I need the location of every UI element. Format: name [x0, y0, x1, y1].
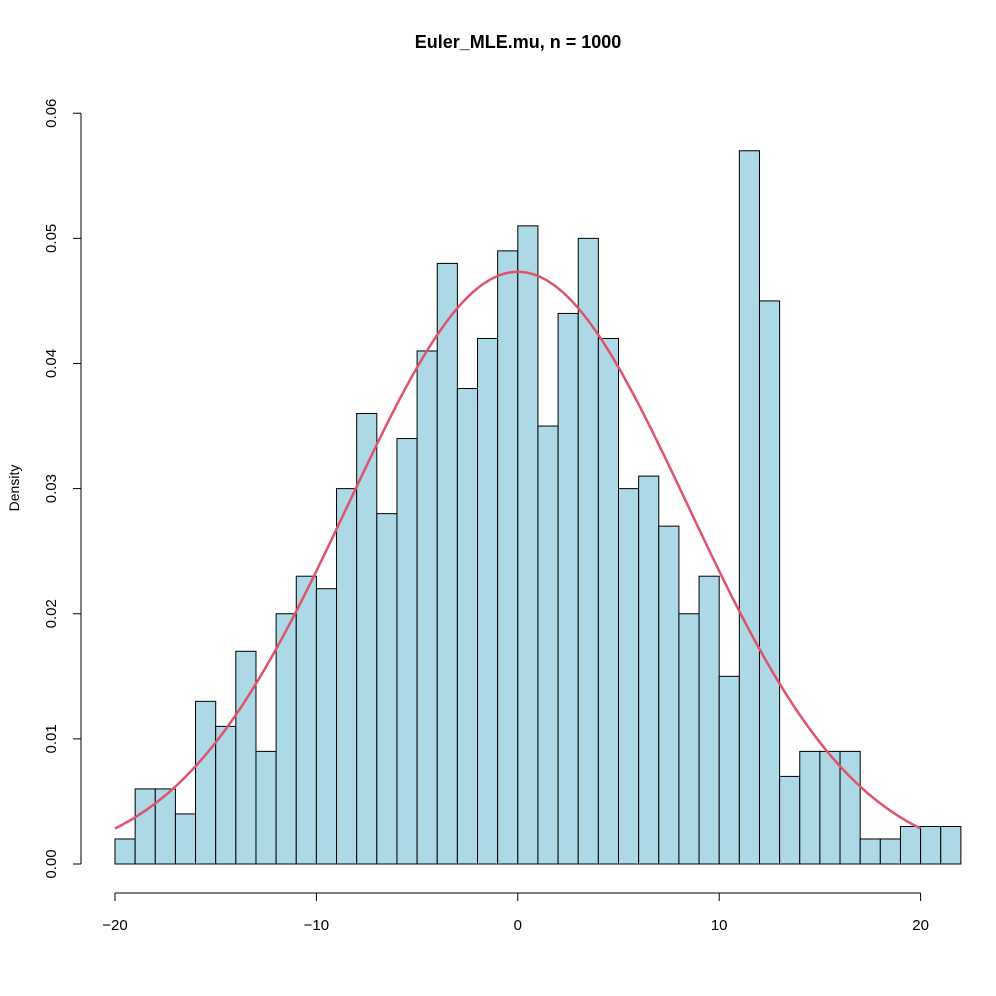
- x-tick-label: 20: [912, 917, 929, 934]
- histogram-bar: [638, 475, 660, 865]
- histogram-bar: [718, 675, 740, 865]
- histogram-bar: [537, 425, 559, 865]
- histogram-bar: [839, 750, 861, 865]
- histogram-bar: [134, 788, 156, 865]
- histogram-bar: [275, 613, 297, 865]
- histogram-bar: [819, 750, 841, 865]
- x-tick-label: −20: [102, 917, 127, 934]
- histogram-bar: [315, 588, 338, 865]
- histogram-bar: [738, 150, 760, 865]
- histogram-bar: [416, 350, 438, 865]
- y-tick-label: 0.00: [43, 849, 60, 878]
- histogram-bar: [295, 575, 317, 865]
- histogram-bar: [597, 337, 619, 865]
- histogram-bar: [114, 838, 136, 865]
- histogram-bar: [799, 750, 821, 865]
- histogram-bar: [658, 525, 680, 865]
- histogram-bar: [859, 838, 881, 865]
- histogram-bar: [497, 250, 519, 865]
- histogram-bar: [879, 838, 901, 865]
- x-tick-label: −10: [304, 917, 329, 934]
- histogram-bar: [456, 388, 479, 865]
- y-tick-label: 0.05: [43, 224, 60, 253]
- density-curve: [114, 270, 922, 830]
- histogram-bar: [436, 262, 458, 865]
- histogram-bar: [899, 825, 922, 865]
- histogram-bar: [255, 750, 277, 865]
- histogram-bar: [698, 575, 720, 865]
- histogram-bar: [557, 312, 579, 865]
- histogram-bar: [477, 337, 499, 865]
- y-tick-label: 0.01: [43, 724, 60, 753]
- histogram-bar: [618, 488, 640, 865]
- y-axis-label: Density: [6, 465, 22, 512]
- histogram-bar: [940, 825, 962, 865]
- x-axis: −20 −10 0 10 20: [102, 892, 929, 934]
- y-tick-label: 0.04: [43, 349, 60, 378]
- histogram-bar: [376, 513, 398, 865]
- histogram-bar: [195, 700, 217, 865]
- y-axis: 0.00 0.01 0.02 0.03 0.04 0.05 0.06: [43, 99, 82, 879]
- y-tick-label: 0.02: [43, 599, 60, 628]
- chart-title: Euler_MLE.mu, n = 1000: [415, 32, 622, 52]
- x-tick-label: 10: [711, 917, 728, 934]
- y-tick-label: 0.03: [43, 474, 60, 503]
- histogram-bar: [235, 650, 257, 865]
- x-tick-label: 0: [514, 917, 522, 934]
- histogram-bar: [758, 300, 781, 865]
- curve-group: [114, 270, 922, 830]
- histogram-bar: [396, 438, 418, 865]
- y-tick-label: 0.06: [43, 99, 60, 128]
- histogram-bar: [174, 813, 197, 865]
- histogram-bar: [336, 488, 358, 865]
- bars-group: [114, 150, 962, 865]
- histogram-bar: [517, 225, 539, 865]
- histogram-bar: [779, 775, 801, 865]
- histogram-bar: [215, 725, 237, 865]
- histogram-bar: [678, 613, 700, 865]
- histogram-bar: [920, 825, 942, 865]
